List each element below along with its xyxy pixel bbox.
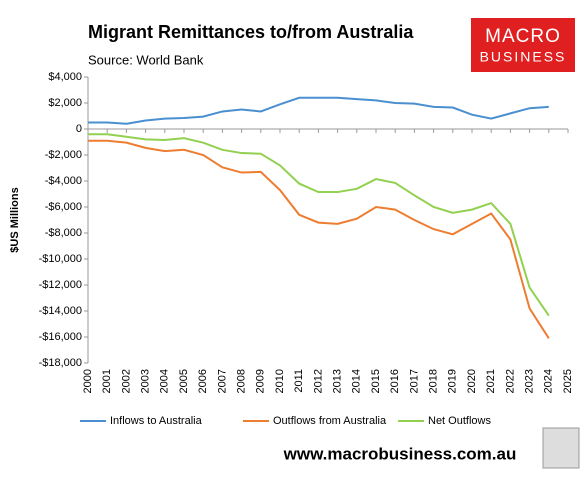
x-tick-label: 2018: [428, 369, 440, 393]
logo-text: MACRO: [485, 26, 561, 47]
y-tick-label: $4,000: [48, 71, 82, 83]
y-tick-label: -$4,000: [45, 175, 82, 187]
x-tick-label: 2015: [370, 369, 382, 393]
y-tick-label: $2,000: [48, 97, 82, 109]
x-tick-label: 2011: [293, 369, 305, 393]
x-tick-label: 2023: [524, 369, 536, 393]
y-tick-label: -$10,000: [39, 253, 82, 265]
wolf-icon: [542, 427, 580, 469]
x-tick-label: 2001: [101, 369, 113, 393]
x-tick-label: 2006: [197, 369, 209, 393]
x-tick-label: 2004: [159, 369, 171, 393]
x-tick-label: 2009: [255, 369, 267, 393]
x-tick-label: 2017: [408, 369, 420, 393]
x-tick-label: 2020: [466, 369, 478, 393]
x-tick-label: 2016: [389, 369, 401, 393]
x-tick-label: 2022: [504, 369, 516, 393]
legend-label: Inflows to Australia: [110, 415, 203, 427]
line-series: [88, 139, 550, 339]
x-tick-label: 2002: [120, 369, 132, 393]
x-tick-label: 2008: [236, 369, 248, 393]
legend-label: Outflows from Australia: [273, 415, 387, 427]
x-tick-label: 2010: [274, 369, 286, 393]
y-tick-label: -$2,000: [45, 149, 82, 161]
x-tick-label: 2013: [332, 369, 344, 393]
chart-title: Migrant Remittances to/from Australia: [88, 22, 414, 42]
y-tick-label: -$18,000: [39, 357, 82, 369]
chart-subtitle: Source: World Bank: [88, 52, 204, 67]
x-tick-label: 2024: [543, 369, 555, 393]
footer: www.macrobusiness.com.au: [283, 444, 517, 463]
x-tick-label: 2012: [312, 369, 324, 393]
y-tick-label: 0: [76, 123, 82, 135]
y-tick-label: -$12,000: [39, 279, 82, 291]
logo-text: BUSINESS: [480, 49, 567, 65]
x-tick-label: 2005: [178, 369, 190, 393]
line-series: [88, 133, 550, 317]
x-tick-label: 2003: [140, 369, 152, 393]
y-tick-label: -$16,000: [39, 331, 82, 343]
x-tick-label: 2014: [351, 369, 363, 393]
line-series: [88, 96, 549, 125]
y-axis-title: $US Millions: [9, 187, 21, 252]
x-tick-label: 2007: [216, 369, 228, 393]
x-tick-label: 2021: [485, 369, 497, 393]
y-tick-label: -$6,000: [45, 201, 82, 213]
logo-box: [471, 18, 575, 72]
x-tick-label: 2019: [447, 369, 459, 393]
x-tick-label: 2025: [562, 369, 574, 393]
x-tick-label: 2000: [82, 369, 94, 393]
legend-label: Net Outflows: [428, 415, 491, 427]
y-tick-label: -$8,000: [45, 227, 82, 239]
y-tick-label: -$14,000: [39, 305, 82, 317]
